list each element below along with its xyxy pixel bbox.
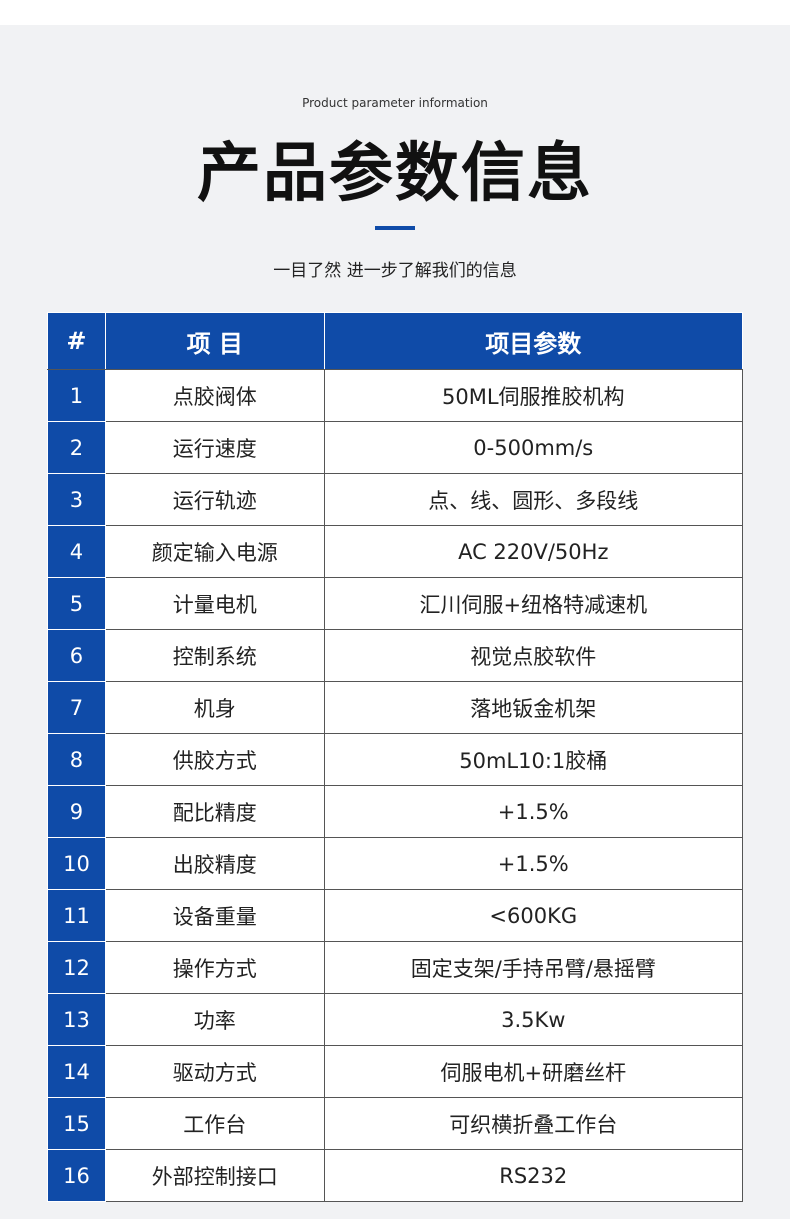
table-row: 13 功率 3.5Kw bbox=[47, 993, 744, 1046]
table-row: 4 颜定输入电源 AC 220V/50Hz bbox=[47, 525, 744, 578]
cell: 落地钣金机架 bbox=[323, 681, 744, 734]
cell: 驱动方式 bbox=[104, 1045, 325, 1098]
cell: +1.5% bbox=[323, 785, 744, 838]
cell: 0-500mm/s bbox=[323, 421, 744, 474]
cell: 工作台 bbox=[104, 1097, 325, 1150]
cell: 外部控制接口 bbox=[104, 1149, 325, 1202]
table-row: 1 点胶阀体 50ML伺服推胶机构 bbox=[47, 369, 744, 422]
cell: 计量电机 bbox=[104, 577, 325, 630]
table-row: 2 运行速度 0-500mm/s bbox=[47, 421, 744, 474]
cell: 50mL10:1胶桶 bbox=[323, 733, 744, 786]
cell: 可织横折叠工作台 bbox=[323, 1097, 744, 1150]
table-row: 16 外部控制接口 RS232 bbox=[47, 1149, 744, 1202]
row-number: 5 bbox=[47, 577, 106, 630]
table-row: 12 操作方式 固定支架/手持吊臂/悬摇臂 bbox=[47, 941, 744, 994]
column-header: # bbox=[47, 312, 106, 370]
table-row: 11 设备重量 <600KG bbox=[47, 889, 744, 942]
row-number: 8 bbox=[47, 733, 106, 786]
cell: 设备重量 bbox=[104, 889, 325, 942]
cell: 视觉点胶软件 bbox=[323, 629, 744, 682]
row-number: 15 bbox=[47, 1097, 106, 1150]
row-number: 12 bbox=[47, 941, 106, 994]
cell: RS232 bbox=[323, 1149, 744, 1202]
cell: 配比精度 bbox=[104, 785, 325, 838]
row-number: 3 bbox=[47, 473, 106, 526]
cell: 汇川伺服+纽格特减速机 bbox=[323, 577, 744, 630]
row-number: 9 bbox=[47, 785, 106, 838]
cell: 操作方式 bbox=[104, 941, 325, 994]
cell: 功率 bbox=[104, 993, 325, 1046]
cell: AC 220V/50Hz bbox=[323, 525, 744, 578]
row-number: 2 bbox=[47, 421, 106, 474]
row-number: 6 bbox=[47, 629, 106, 682]
cell: 供胶方式 bbox=[104, 733, 325, 786]
cell: <600KG bbox=[323, 889, 744, 942]
table-row: 3 运行轨迹 点、线、圆形、多段线 bbox=[47, 473, 744, 526]
title: 产品参数信息 bbox=[197, 137, 593, 211]
subtitle-en: Product parameter information bbox=[302, 96, 488, 110]
row-number: 1 bbox=[47, 369, 106, 422]
top-band bbox=[0, 0, 790, 25]
cell: 运行轨迹 bbox=[104, 473, 325, 526]
table-row: 6 控制系统 视觉点胶软件 bbox=[47, 629, 744, 682]
cell: 机身 bbox=[104, 681, 325, 734]
cell: +1.5% bbox=[323, 837, 744, 890]
row-number: 4 bbox=[47, 525, 106, 578]
cell: 颜定输入电源 bbox=[104, 525, 325, 578]
header-row: # 项 目项目参数 bbox=[47, 312, 744, 370]
row-number: 16 bbox=[47, 1149, 106, 1202]
row-number: 13 bbox=[47, 993, 106, 1046]
cell: 固定支架/手持吊臂/悬摇臂 bbox=[323, 941, 744, 994]
cell: 控制系统 bbox=[104, 629, 325, 682]
cell: 伺服电机+研磨丝杆 bbox=[323, 1045, 744, 1098]
column-header: 项目参数 bbox=[323, 312, 744, 370]
table-row: 5 计量电机 汇川伺服+纽格特减速机 bbox=[47, 577, 744, 630]
table-row: 7 机身 落地钣金机架 bbox=[47, 681, 744, 734]
column-header: 项 目 bbox=[104, 312, 325, 370]
param-table: # 项 目项目参数 1 点胶阀体 50ML伺服推胶机构 2 运行速度 0-500mm/s 3 运… bbox=[47, 312, 744, 1202]
row-number: 10 bbox=[47, 837, 106, 890]
table-row: 14 驱动方式 伺服电机+研磨丝杆 bbox=[47, 1045, 744, 1098]
cell: 运行速度 bbox=[104, 421, 325, 474]
cell: 点胶阀体 bbox=[104, 369, 325, 422]
row-number: 14 bbox=[47, 1045, 106, 1098]
title-underline bbox=[375, 226, 415, 230]
row-number: 11 bbox=[47, 889, 106, 942]
cell: 3.5Kw bbox=[323, 993, 744, 1046]
tagline: 一目了然 进一步了解我们的信息 bbox=[273, 261, 517, 281]
table-row: 8 供胶方式 50mL10:1胶桶 bbox=[47, 733, 744, 786]
table-row: 15 工作台 可织横折叠工作台 bbox=[47, 1097, 744, 1150]
cell: 50ML伺服推胶机构 bbox=[323, 369, 744, 422]
cell: 点、线、圆形、多段线 bbox=[323, 473, 744, 526]
cell: 出胶精度 bbox=[104, 837, 325, 890]
table-row: 10 出胶精度 +1.5% bbox=[47, 837, 744, 890]
table-body: 1 点胶阀体 50ML伺服推胶机构 2 运行速度 0-500mm/s 3 运行轨迹 点、线、圆形… bbox=[47, 369, 744, 1202]
row-number: 7 bbox=[47, 681, 106, 734]
table-row: 9 配比精度 +1.5% bbox=[47, 785, 744, 838]
